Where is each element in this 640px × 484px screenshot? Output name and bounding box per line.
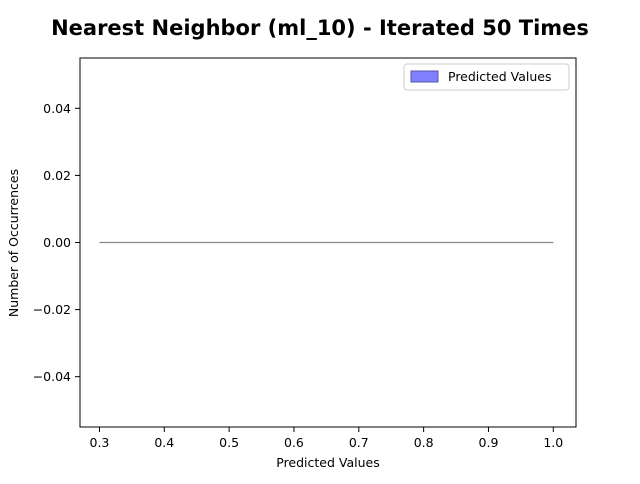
x-tick-label: 0.7 [349, 435, 369, 450]
x-tick-label: 0.9 [479, 435, 499, 450]
x-tick-label: 0.3 [90, 435, 110, 450]
legend-box [403, 63, 570, 91]
chart-title: Nearest Neighbor (ml_10) - Iterated 50 T… [51, 16, 589, 40]
y-tick-label: −0.02 [33, 302, 71, 317]
x-tick-label: 0.8 [414, 435, 434, 450]
legend-label: Predicted Values [448, 69, 552, 84]
x-tick-label: 0.6 [284, 435, 304, 450]
x-tick-label: 1.0 [543, 435, 563, 450]
y-tick-label: 0.00 [43, 235, 71, 250]
x-axis-ticks: 0.3 0.4 0.5 0.6 0.7 0.8 0.9 1.0 [90, 427, 563, 450]
x-tick-label: 0.5 [219, 435, 239, 450]
y-tick-label: −0.04 [33, 369, 71, 384]
legend-swatch [410, 70, 439, 83]
x-tick-label: 0.4 [154, 435, 174, 450]
x-axis-label: Predicted Values [276, 455, 380, 470]
y-tick-label: 0.02 [43, 168, 71, 183]
y-axis-label: Number of Occurrences [6, 169, 21, 317]
y-axis-ticks: −0.04 −0.02 0.00 0.02 0.04 [33, 101, 80, 384]
y-tick-label: 0.04 [43, 101, 71, 116]
legend: Predicted Values [403, 63, 570, 91]
